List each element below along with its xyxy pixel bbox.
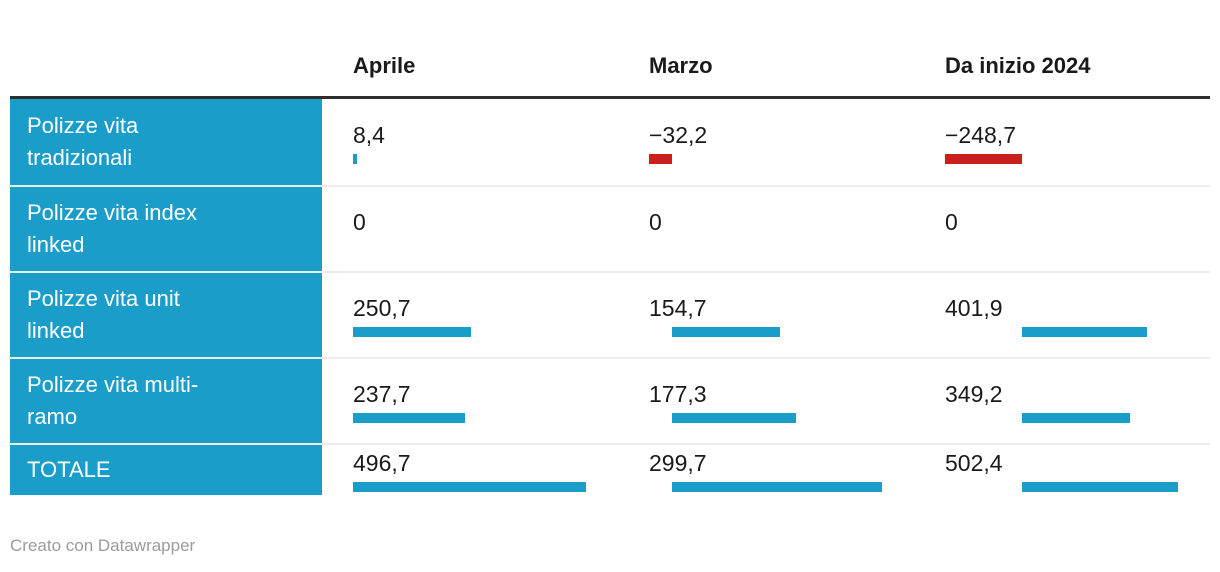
- value-cell: 0: [618, 187, 914, 271]
- bar-track: [649, 413, 914, 423]
- value-text: 237,7: [353, 381, 411, 407]
- value-cell: −248,7: [914, 99, 1210, 185]
- bar-track: [945, 327, 1210, 337]
- value-cell: 496,7: [322, 445, 618, 495]
- row-label: Polizze vita tradizionali: [27, 113, 139, 170]
- value-cell: 250,7: [322, 273, 618, 357]
- value-text: 154,7: [649, 295, 707, 321]
- datawrapper-credit-link[interactable]: Creato con Datawrapper: [10, 536, 196, 555]
- value-text: 0: [353, 209, 366, 235]
- column-header-marzo: Marzo: [649, 53, 713, 78]
- row-label: Polizze vita multi-ramo: [27, 372, 199, 429]
- value-text: 299,7: [649, 450, 707, 476]
- bar-track: [353, 154, 618, 164]
- positive-value-bar: [671, 327, 781, 337]
- bar-track: [945, 241, 1210, 251]
- bar-track: [353, 241, 618, 251]
- row-label: Polizze vita index linked: [27, 200, 197, 257]
- row-label: TOTALE: [27, 457, 111, 482]
- row-label-cell: Polizze vita unit linked: [10, 273, 322, 357]
- value-cell: 349,2: [914, 359, 1210, 443]
- value-text: 8,4: [353, 122, 385, 148]
- value-text: 177,3: [649, 381, 707, 407]
- bar-track: [353, 327, 618, 337]
- row-label-cell: Polizze vita index linked: [10, 187, 322, 271]
- table-row: Polizze vita tradizionali 8,4 −32,2 −248,7: [10, 99, 1210, 185]
- value-cell: 177,3: [618, 359, 914, 443]
- table-row: Polizze vita multi-ramo 237,7 177,3 349,2: [10, 357, 1210, 443]
- positive-value-bar: [1022, 413, 1131, 423]
- value-text: 0: [945, 209, 958, 235]
- bar-track: [945, 482, 1210, 492]
- table-row: TOTALE 496,7 299,7 502,4: [10, 443, 1210, 495]
- column-header-aprile: Aprile: [353, 53, 416, 78]
- table-row: Polizze vita unit linked 250,7 154,7 401,9: [10, 271, 1210, 357]
- value-text: 250,7: [353, 295, 411, 321]
- negative-value-bar: [945, 154, 1023, 164]
- bar-track: [649, 327, 914, 337]
- positive-value-bar: [1022, 327, 1147, 337]
- bar-track: [945, 413, 1210, 423]
- positive-value-bar: [671, 482, 882, 492]
- value-text: 0: [649, 209, 662, 235]
- data-table: Aprile Marzo Da inizio 2024 Polizze vita t…: [10, 0, 1210, 495]
- value-cell: 237,7: [322, 359, 618, 443]
- positive-value-bar: [353, 327, 471, 337]
- row-label: Polizze vita unit linked: [27, 286, 180, 343]
- negative-value-bar: [649, 154, 672, 164]
- table-header-row: Aprile Marzo Da inizio 2024: [10, 0, 1210, 96]
- row-label-cell: TOTALE: [10, 445, 322, 495]
- value-cell: 0: [322, 187, 618, 271]
- positive-value-bar: [1022, 482, 1178, 492]
- value-text: 401,9: [945, 295, 1003, 321]
- row-label-cell: Polizze vita multi-ramo: [10, 359, 322, 443]
- value-text: 502,4: [945, 450, 1003, 476]
- value-text: −32,2: [649, 122, 708, 148]
- value-cell: 401,9: [914, 273, 1210, 357]
- row-label-cell: Polizze vita tradizionali: [10, 99, 322, 185]
- bar-track: [353, 482, 618, 492]
- positive-value-bar: [353, 482, 586, 492]
- bar-track: [945, 154, 1210, 164]
- value-cell: 502,4: [914, 445, 1210, 495]
- positive-value-bar: [353, 413, 465, 423]
- value-text: 349,2: [945, 381, 1003, 407]
- positive-value-bar: [671, 413, 797, 423]
- bar-track: [649, 482, 914, 492]
- value-text: −248,7: [945, 122, 1016, 148]
- bar-track: [353, 413, 618, 423]
- table-body: Polizze vita tradizionali 8,4 −32,2 −248,7 P…: [10, 96, 1210, 495]
- bar-track: [649, 241, 914, 251]
- positive-value-bar: [353, 154, 357, 164]
- column-header-da-inizio-2024: Da inizio 2024: [945, 53, 1091, 78]
- value-text: 496,7: [353, 450, 411, 476]
- value-cell: 299,7: [618, 445, 914, 495]
- bar-track: [649, 154, 914, 164]
- value-cell: 154,7: [618, 273, 914, 357]
- table-row: Polizze vita index linked 0 0 0: [10, 185, 1210, 271]
- value-cell: 8,4: [322, 99, 618, 185]
- value-cell: 0: [914, 187, 1210, 271]
- value-cell: −32,2: [618, 99, 914, 185]
